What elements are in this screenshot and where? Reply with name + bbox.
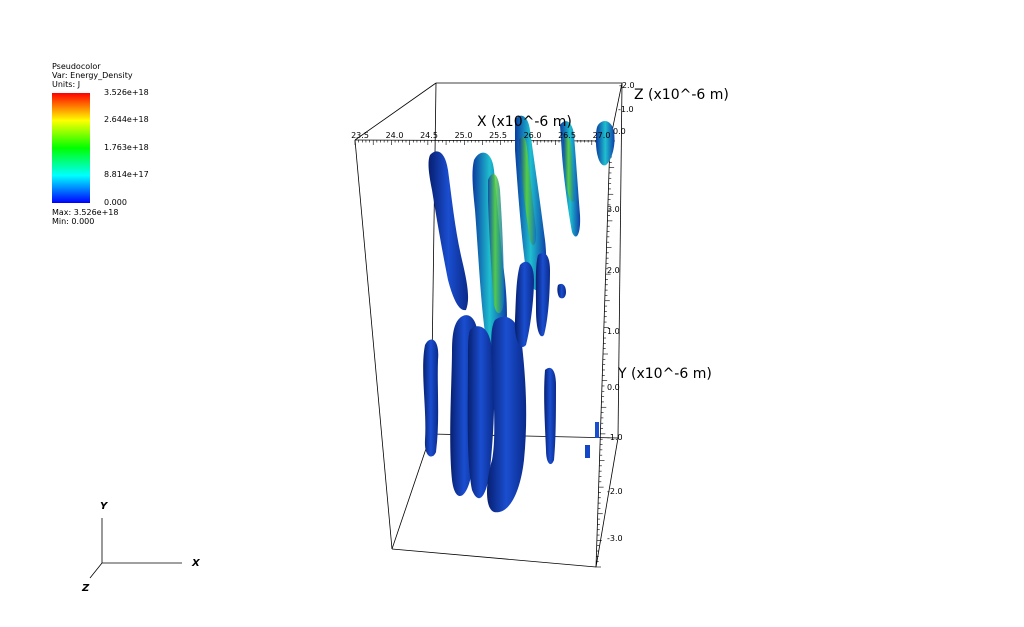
x-tick-label: 24.0 xyxy=(386,131,404,140)
z-tick-label: -1.0 xyxy=(618,105,634,114)
legend-tick: 0.000 xyxy=(104,198,127,207)
y-tick-label: 1.0 xyxy=(607,327,620,336)
x-tick-labels: 23.5 24.0 24.5 25.0 25.5 26.0 26.5 27.0 xyxy=(351,131,610,140)
legend-tick: 8.814e+17 xyxy=(104,170,149,179)
x-tick-label: 27.0 xyxy=(593,131,611,140)
y-tick-label: 0.0 xyxy=(607,383,620,392)
legend-units: Units: J xyxy=(52,80,81,89)
legend-min: Min: 0.000 xyxy=(52,217,95,226)
legend-colorbar xyxy=(52,93,90,203)
x-axis-title: X (x10^-6 m) xyxy=(477,114,572,130)
x-tick-label: 26.5 xyxy=(558,131,576,140)
legend-tick: 3.526e+18 xyxy=(104,88,149,97)
y-tick-label: -3.0 xyxy=(607,534,623,543)
legend-tick: 2.644e+18 xyxy=(104,115,149,124)
isosurface-group xyxy=(423,115,615,513)
y-tick-label: -2.0 xyxy=(607,487,623,496)
y-axis-title: Y (x10^-6 m) xyxy=(618,366,712,382)
y-axis-ruler xyxy=(596,140,615,568)
legend-plot-type: Pseudocolor xyxy=(52,62,101,71)
x-axis-ruler xyxy=(354,140,611,145)
z-axis-title: Z (x10^-6 m) xyxy=(634,87,729,103)
z-tick-labels: -2.0 -1.0 0.0 xyxy=(613,81,635,136)
legend-max: Max: 3.526e+18 xyxy=(52,208,119,217)
y-tick-label: -1.0 xyxy=(607,433,623,442)
x-tick-label: 23.5 xyxy=(351,131,369,140)
y-tick-label: 2.0 xyxy=(607,266,620,275)
x-tick-label: 25.5 xyxy=(489,131,507,140)
z-tick-label: -2.0 xyxy=(619,81,635,90)
x-tick-label: 26.0 xyxy=(524,131,542,140)
axis-triad xyxy=(89,518,182,579)
legend-tick: 1.763e+18 xyxy=(104,143,149,152)
z-tick-label: 0.0 xyxy=(613,127,626,136)
x-tick-label: 25.0 xyxy=(455,131,473,140)
triad-x-label: X xyxy=(192,558,200,569)
y-tick-labels: 3.0 2.0 1.0 0.0 -1.0 -2.0 -3.0 xyxy=(607,205,623,543)
legend-variable: Var: Energy_Density xyxy=(52,71,133,80)
triad-y-label: Y xyxy=(100,501,108,512)
triad-z-label: Z xyxy=(82,583,90,594)
x-tick-label: 24.5 xyxy=(420,131,438,140)
y-tick-label: 3.0 xyxy=(607,205,620,214)
